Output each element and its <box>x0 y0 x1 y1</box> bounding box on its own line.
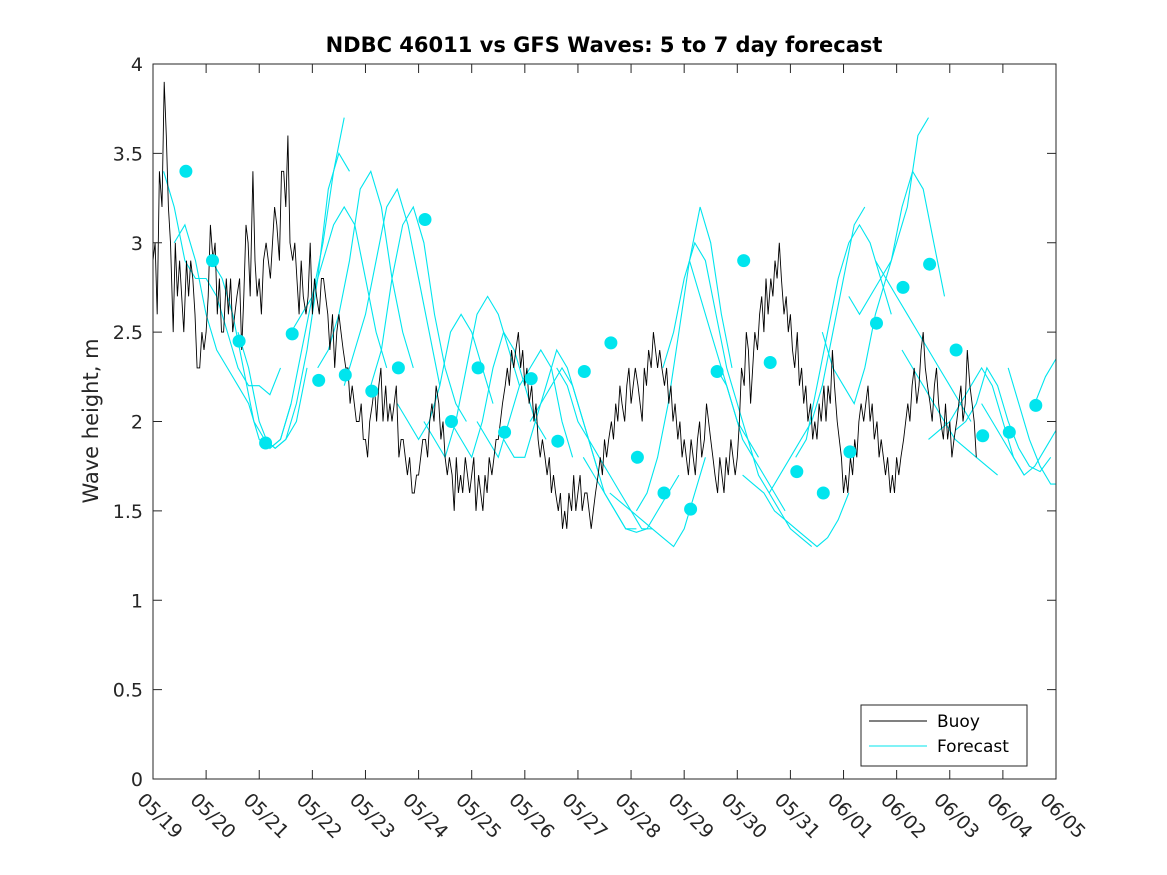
forecast-line-19 <box>662 241 759 458</box>
forecast-marker-12 <box>498 425 512 439</box>
forecast-line-21 <box>715 367 813 548</box>
legend: Buoy Forecast <box>860 704 1028 767</box>
x-tick-label: 05/23 <box>345 789 399 843</box>
forecast-marker-27 <box>896 280 910 294</box>
forecast-marker-28 <box>923 257 937 271</box>
y-tick-label: 2 <box>131 412 143 434</box>
forecast-marker-24 <box>816 486 830 500</box>
x-tick-label: 05/22 <box>292 789 346 843</box>
x-tick-label: 05/31 <box>770 789 824 843</box>
forecast-marker-22 <box>763 356 777 369</box>
x-tick-label: 05/20 <box>186 789 240 843</box>
legend-box <box>860 704 1028 767</box>
forecast-marker-8 <box>391 361 405 375</box>
y-tick-label: 0 <box>131 769 143 791</box>
forecast-marker-0 <box>179 164 193 178</box>
forecast-marker-9 <box>418 213 432 226</box>
forecast-marker-20 <box>710 365 724 378</box>
forecast-line-32 <box>1007 367 1056 485</box>
y-tick-label: 1.5 <box>113 501 143 523</box>
forecast-line-27 <box>874 260 972 422</box>
x-tick-label: 06/05 <box>1035 789 1089 843</box>
forecast-marker-1 <box>206 254 219 268</box>
forecast-marker-32 <box>1029 398 1043 412</box>
forecast-marker-18 <box>657 486 671 500</box>
forecast-line-9 <box>396 313 494 441</box>
x-tick-label: 06/04 <box>982 789 1036 843</box>
forecast-line-31 <box>981 403 1057 476</box>
y-tick-label: 1 <box>131 590 143 612</box>
buoy-line <box>152 81 977 529</box>
forecast-marker-3 <box>259 436 273 450</box>
forecast-line-28 <box>901 349 998 476</box>
x-tick-label: 05/19 <box>132 789 186 843</box>
forecast-line-8 <box>370 205 467 422</box>
x-tick-label: 06/03 <box>929 789 983 843</box>
series-layer <box>152 81 1057 548</box>
forecast-line-3 <box>237 117 345 450</box>
x-tick-label: 05/26 <box>504 789 558 843</box>
chart-title: NDBC 46011 vs GFS Waves: 5 to 7 day fore… <box>326 33 883 57</box>
y-tick-label: 4 <box>131 54 143 76</box>
forecast-line-4 <box>264 152 350 450</box>
forecast-marker-10 <box>445 415 458 428</box>
forecast-marker-17 <box>630 450 644 464</box>
x-tick-label: 06/01 <box>823 789 877 843</box>
x-tick-label: 05/21 <box>239 789 293 843</box>
x-tick-label: 05/24 <box>398 789 452 843</box>
forecast-marker-13 <box>524 372 538 386</box>
forecast-line-0 <box>163 171 282 396</box>
forecast-line-16 <box>582 457 680 533</box>
forecast-marker-15 <box>577 365 591 378</box>
y-tick-label: 3.5 <box>113 143 143 165</box>
forecast-marker-19 <box>684 502 698 516</box>
y-tick-label: 3 <box>131 233 143 255</box>
forecast-marker-14 <box>551 434 565 448</box>
x-tick-label: 05/30 <box>717 789 771 843</box>
x-tick-label: 05/25 <box>451 789 505 843</box>
forecast-marker-31 <box>1002 425 1016 439</box>
forecast-line-33 <box>1034 358 1057 404</box>
x-tick-label: 05/29 <box>664 789 718 843</box>
forecast-line-22 <box>742 474 850 548</box>
forecast-marker-23 <box>790 465 804 479</box>
forecast-line-12 <box>476 348 574 459</box>
forecast-marker-11 <box>471 361 485 375</box>
forecast-line-23 <box>768 206 866 494</box>
legend-label-forecast: Forecast <box>937 737 1009 757</box>
forecast-line-26 <box>848 169 946 316</box>
forecast-line-15 <box>556 367 653 530</box>
legend-label-buoy: Buoy <box>937 712 980 732</box>
x-tick-label: 05/28 <box>611 789 665 843</box>
forecast-marker-25 <box>843 445 857 459</box>
forecast-marker-4 <box>285 327 299 341</box>
forecast-marker-29 <box>949 343 963 357</box>
forecast-line-25 <box>821 117 929 405</box>
forecast-line-11 <box>450 330 547 459</box>
forecast-marker-26 <box>870 316 883 330</box>
y-axis-label: Wave height, m <box>79 338 103 503</box>
x-tick-label: 05/27 <box>557 789 611 843</box>
forecast-marker-7 <box>365 384 379 398</box>
x-tick-label: 06/02 <box>876 789 930 843</box>
forecast-marker-16 <box>604 336 618 350</box>
forecast-line-30 <box>954 366 1052 473</box>
y-tick-label: 0.5 <box>113 680 143 702</box>
forecast-marker-6 <box>338 368 352 382</box>
forecast-marker-21 <box>737 254 751 268</box>
forecast-marker-2 <box>232 334 246 348</box>
forecast-marker-30 <box>976 429 990 443</box>
forecast-marker-5 <box>312 373 326 387</box>
y-tick-label: 2.5 <box>113 322 143 344</box>
forecast-line-18 <box>635 206 733 512</box>
forecast-line-7 <box>343 187 441 386</box>
